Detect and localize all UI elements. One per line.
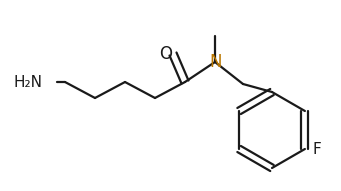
Text: O: O: [160, 45, 173, 63]
Text: F: F: [313, 142, 322, 156]
Text: N: N: [210, 53, 222, 71]
Text: H₂N: H₂N: [14, 74, 43, 90]
